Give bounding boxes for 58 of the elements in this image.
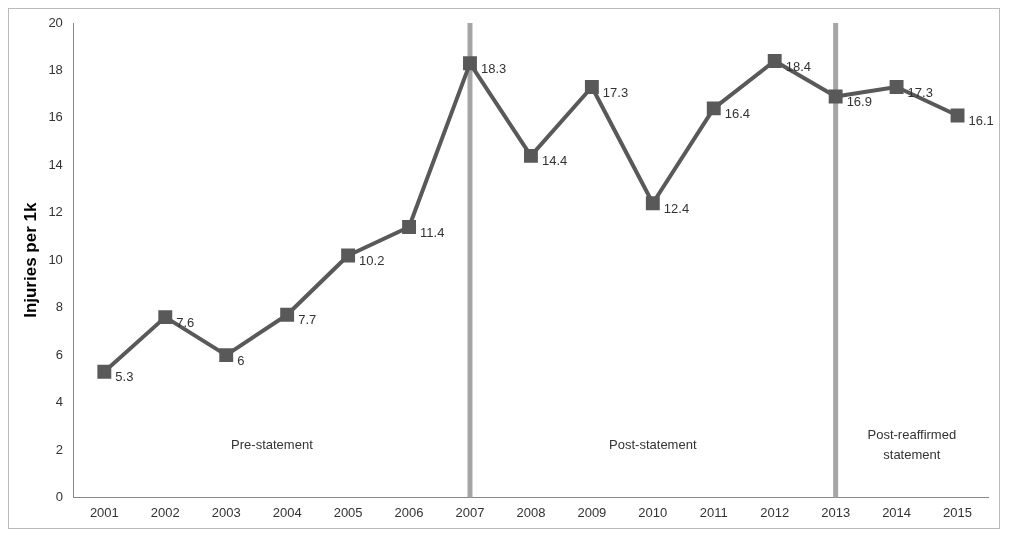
- annotation: Post-statement: [609, 436, 697, 452]
- y-tick-label: 10: [48, 251, 63, 267]
- point: [97, 364, 112, 379]
- x-tick-label: 2001: [89, 504, 119, 520]
- y-tick-label: 0: [55, 488, 63, 504]
- x-tick-label: 2007: [455, 504, 485, 520]
- point: [645, 196, 660, 211]
- x-tick-label: 2010: [638, 504, 668, 520]
- y-tick-label: 14: [48, 156, 63, 172]
- data-label: 5.3: [115, 369, 134, 385]
- point: [158, 310, 173, 325]
- x-tick-label: 2011: [699, 504, 728, 520]
- point: [341, 248, 356, 263]
- annotation: Post-reaffirmed statement: [867, 426, 957, 462]
- point: [950, 108, 965, 123]
- data-label: 18.3: [480, 60, 507, 76]
- point: [523, 148, 538, 163]
- y-tick-label: 18: [48, 62, 63, 78]
- y-tick-label: 8: [55, 299, 63, 315]
- point: [219, 348, 234, 363]
- data-label: 10.2: [359, 253, 385, 269]
- y-tick-label: 16: [48, 109, 63, 125]
- data-label: 12.4: [663, 200, 690, 216]
- x-tick-label: 2015: [943, 504, 972, 520]
- data-label: 7.6: [176, 314, 195, 330]
- x-tick-label: 2014: [882, 504, 912, 520]
- data-label: 17.3: [602, 84, 629, 100]
- annotation: Pre-statement: [231, 436, 314, 452]
- x-tick-label: 2005: [333, 504, 363, 520]
- x-tick-label: 2002: [150, 504, 180, 520]
- x-tick-label: 2008: [516, 504, 546, 520]
- point: [402, 220, 416, 234]
- point: [767, 54, 782, 68]
- point: [828, 89, 843, 104]
- data-label: 16.9: [846, 94, 872, 110]
- point: [280, 307, 295, 322]
- data-label: 16.1: [968, 113, 994, 129]
- point: [889, 80, 904, 94]
- point: [584, 80, 599, 94]
- y-tick-label: 4: [55, 394, 63, 410]
- data-label: 11.4: [420, 224, 445, 240]
- x-tick-label: 2013: [821, 504, 851, 520]
- x-tick-label: 2006: [394, 504, 424, 520]
- data-label: 14.4: [541, 153, 568, 169]
- x-tick-label: 2003: [211, 504, 241, 520]
- y-tick-label: 12: [48, 204, 63, 220]
- y-tick-label: 6: [55, 346, 63, 362]
- data-label: 6: [237, 352, 245, 368]
- point: [706, 101, 721, 116]
- data-label: 7.7: [298, 312, 317, 328]
- y-tick-label: 2: [55, 441, 63, 457]
- y-axis-title: Injuries per 1k: [20, 202, 40, 318]
- y-tick-label: 20: [48, 14, 63, 30]
- data-label: 16.4: [724, 105, 751, 121]
- point: [463, 56, 477, 71]
- x-tick-label: 2012: [760, 504, 790, 520]
- x-tick-label: 2009: [577, 504, 607, 520]
- x-tick-label: 2004: [272, 504, 302, 520]
